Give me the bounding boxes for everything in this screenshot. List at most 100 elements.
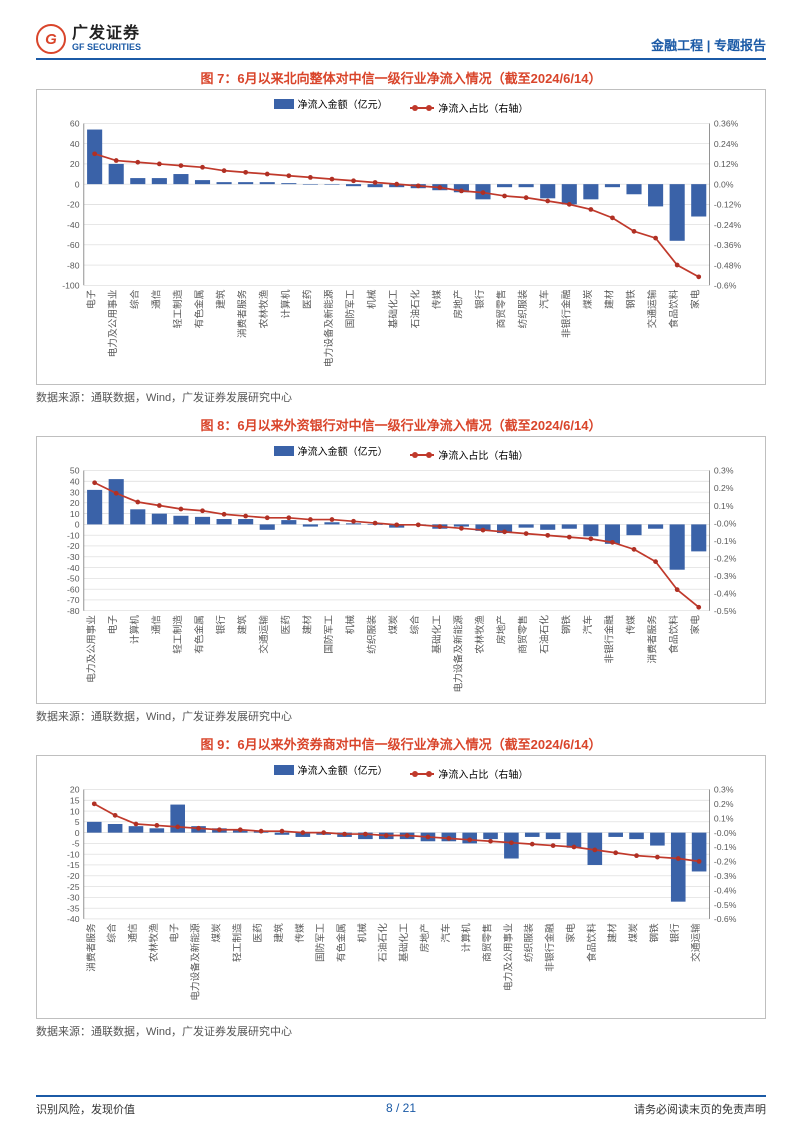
bar [650, 833, 665, 846]
bar [504, 833, 519, 859]
x-label: 机械 [365, 289, 378, 309]
svg-text:0: 0 [75, 828, 80, 838]
line-marker [286, 516, 291, 521]
line-marker [467, 838, 472, 843]
bar [540, 184, 555, 198]
bar [605, 184, 620, 187]
bar [562, 184, 577, 204]
x-label: 综合 [128, 289, 141, 309]
svg-text:40: 40 [70, 139, 80, 149]
x-label: 轻工制造 [171, 289, 184, 328]
bar [152, 178, 167, 184]
line-marker [459, 526, 464, 531]
svg-text:0.1%: 0.1% [714, 814, 734, 824]
x-label: 通信 [150, 289, 162, 309]
bar [217, 519, 232, 524]
svg-text:-0.12%: -0.12% [714, 200, 742, 210]
line-marker [697, 859, 702, 864]
line-marker [330, 177, 335, 182]
x-label: 非银行金融 [559, 289, 572, 338]
line-marker [217, 828, 222, 833]
x-label: 综合 [408, 615, 421, 635]
x-label: 房地产 [495, 615, 508, 644]
line-marker [481, 190, 486, 195]
bar [670, 184, 685, 241]
bar [303, 525, 318, 527]
svg-text:-60: -60 [67, 585, 80, 595]
line-marker [446, 836, 451, 841]
x-label: 农林牧渔 [257, 289, 270, 328]
bar [129, 827, 144, 833]
x-label: 消费者服务 [646, 615, 659, 664]
line-marker [92, 151, 97, 156]
line-marker [676, 857, 681, 862]
x-label: 非银行金融 [543, 923, 556, 972]
chart-title: 图 8：6月以来外资银行对中信一级行业净流入情况（截至2024/6/14） [36, 415, 766, 434]
bar [692, 833, 707, 872]
x-label: 食品饮料 [667, 615, 680, 654]
x-label: 钢铁 [559, 615, 572, 635]
svg-text:-20: -20 [67, 541, 80, 551]
line-marker [113, 813, 118, 818]
x-label: 石油石化 [538, 615, 551, 654]
x-label: 计算机 [279, 289, 292, 318]
bar [583, 184, 598, 199]
x-label: 电力设备及新能源 [189, 923, 202, 1001]
line-marker [135, 500, 140, 505]
line-marker [286, 173, 291, 178]
x-label: 综合 [105, 923, 118, 943]
bar [691, 525, 706, 552]
line-marker [157, 503, 162, 508]
line-marker [363, 832, 368, 837]
line-marker [613, 851, 618, 856]
bar [483, 833, 498, 839]
line-marker [632, 229, 637, 234]
x-label: 机械 [355, 923, 368, 943]
bar [519, 525, 534, 528]
x-label: 基础化工 [397, 923, 410, 962]
line-marker [243, 170, 248, 175]
bar [281, 183, 296, 184]
x-label: 通信 [127, 923, 139, 943]
line-marker [351, 519, 356, 524]
line-marker [200, 509, 205, 514]
bar [195, 180, 210, 184]
x-label: 电子 [85, 289, 98, 309]
x-label: 煤炭 [387, 615, 400, 635]
line-marker [114, 491, 119, 496]
svg-text:10: 10 [70, 509, 80, 519]
line-marker [634, 854, 639, 859]
x-label: 传媒 [294, 923, 306, 943]
bar [648, 525, 663, 529]
line-marker [259, 829, 264, 834]
x-label: 食品饮料 [585, 923, 598, 962]
x-label: 医药 [301, 289, 313, 309]
svg-text:-20: -20 [67, 871, 80, 881]
line-marker [196, 826, 201, 831]
bar [173, 174, 188, 184]
svg-text:-30: -30 [67, 552, 80, 562]
line-marker [243, 514, 248, 519]
line-marker [675, 588, 680, 593]
line-marker [351, 178, 356, 183]
line-marker [567, 202, 572, 207]
x-label: 国防军工 [314, 923, 327, 962]
line-marker [588, 207, 593, 212]
svg-text:-0.5%: -0.5% [714, 900, 737, 910]
line-marker [696, 605, 701, 610]
line-marker [551, 844, 556, 849]
x-label: 通信 [150, 615, 162, 635]
x-label: 家电 [564, 923, 577, 943]
x-label: 农林牧渔 [147, 923, 160, 962]
line-marker [530, 842, 535, 847]
line-marker [222, 512, 227, 517]
line-marker [373, 180, 378, 185]
bar [519, 184, 534, 187]
x-label: 医药 [280, 615, 292, 635]
line-marker [308, 517, 313, 522]
chart-block: 图 8：6月以来外资银行对中信一级行业净流入情况（截至2024/6/14） 净流… [36, 415, 766, 724]
line-marker [114, 158, 119, 163]
bar [629, 833, 644, 839]
bar [150, 829, 165, 833]
line-marker [175, 825, 180, 830]
